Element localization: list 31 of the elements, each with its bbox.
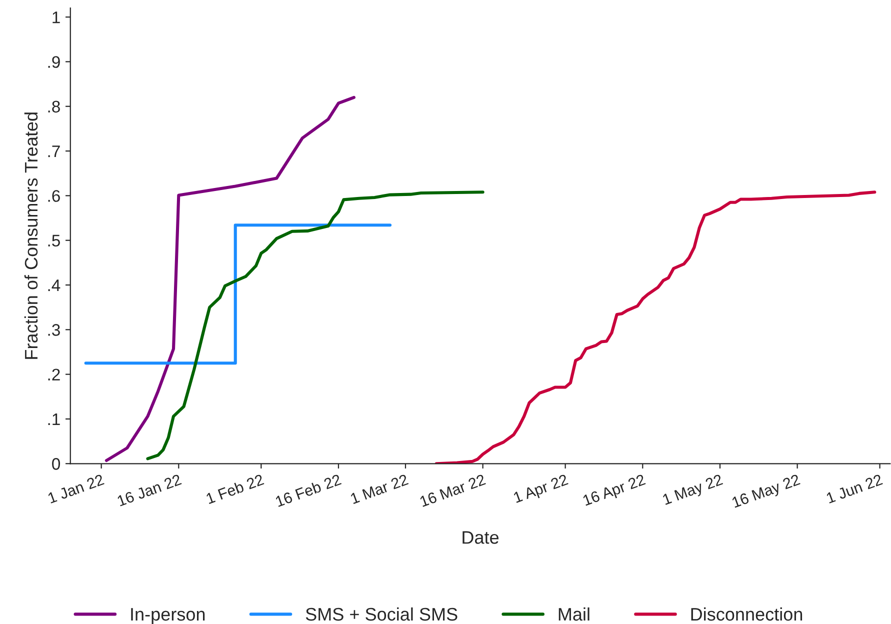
y-tick-label: .9 xyxy=(48,56,60,68)
y-axis-title: Fraction of Consumers Treated xyxy=(24,112,38,359)
y-tick-label: .4 xyxy=(48,280,60,292)
x-tick-label: 16 Jan 22 xyxy=(116,474,182,506)
x-tick-label: 16 Mar 22 xyxy=(419,474,486,508)
x-tick-label: 16 Feb 22 xyxy=(274,474,342,508)
y-tick-label: .2 xyxy=(48,368,60,380)
x-tick-label: 1 May 22 xyxy=(662,474,724,508)
line-series xyxy=(104,96,356,462)
x-tick-label: 16 May 22 xyxy=(732,474,802,511)
x-tick-label: 1 Feb 22 xyxy=(206,474,264,504)
line-series xyxy=(146,190,484,460)
y-tick-label: .1 xyxy=(48,414,60,426)
x-tick-label: 1 Mar 22 xyxy=(350,474,409,504)
legend-label: SMS + Social SMS xyxy=(306,607,458,621)
x-tick-label: 1 Jan 22 xyxy=(47,474,104,504)
y-tick-label: 0 xyxy=(52,458,60,470)
x-tick-label: 1 Apr 22 xyxy=(513,474,570,506)
x-tick-label: 16 Apr 22 xyxy=(582,474,647,509)
y-tick-label: .5 xyxy=(48,234,60,247)
y-tick-label: 1 xyxy=(52,12,60,24)
y-tick-label: .8 xyxy=(48,100,60,113)
y-tick-label: .6 xyxy=(48,190,60,202)
line-series xyxy=(434,190,876,464)
legend-label: Disconnection xyxy=(691,607,802,621)
x-axis-title: Date xyxy=(462,531,499,544)
y-tick-label: .3 xyxy=(48,324,60,336)
legend-label: In-person xyxy=(131,608,205,624)
legend-label: Mail xyxy=(558,607,590,621)
x-tick-label: 1 Jun 22 xyxy=(826,474,883,504)
y-tick-label: .7 xyxy=(48,146,60,158)
